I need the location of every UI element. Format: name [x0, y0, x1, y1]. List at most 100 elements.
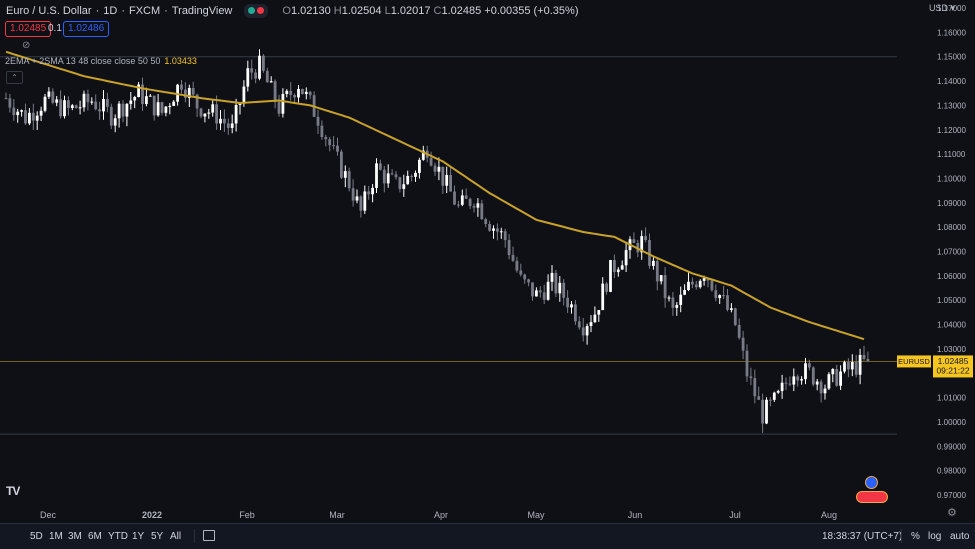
candle-body: [616, 269, 620, 273]
auto-toggle[interactable]: auto: [950, 531, 970, 542]
candle-body: [847, 362, 850, 370]
candle-body: [191, 87, 195, 95]
candle-body: [464, 195, 468, 199]
calendar-icon[interactable]: [203, 530, 215, 541]
candle-body: [289, 90, 293, 96]
interval-label[interactable]: 1D: [103, 5, 118, 17]
candle-body: [242, 86, 246, 104]
candle-body: [117, 103, 121, 119]
market-closed-icon: [257, 7, 265, 14]
candle-body: [437, 166, 441, 172]
range-button-1y[interactable]: 1Y: [132, 531, 145, 542]
candle-body: [258, 55, 261, 79]
candle-body: [710, 280, 714, 291]
candle-body: [332, 145, 335, 147]
candle-body: [421, 150, 425, 160]
price-tick-label: 1.11000: [937, 150, 966, 159]
candle-body: [659, 275, 663, 282]
candle-body: [156, 102, 160, 116]
tradingview-logo-icon[interactable]: TV: [6, 484, 20, 498]
candle-body: [113, 118, 117, 126]
candle-body: [823, 388, 827, 394]
price-tick-label: 1.14000: [937, 77, 966, 86]
market-status[interactable]: [244, 4, 269, 18]
bar-countdown: 09:21:22: [936, 365, 969, 375]
price-axis[interactable]: 1.17000 1.16000 1.15000 1.14000 1.13000 1.120…: [937, 4, 966, 500]
price-label-bg: [933, 355, 973, 378]
clock-display[interactable]: 18:38:37 (UTC+7): [822, 531, 903, 542]
candle-body: [98, 109, 101, 112]
range-button-1m[interactable]: 1M: [49, 531, 63, 542]
candle-body: [538, 290, 542, 293]
candle-body: [47, 91, 51, 97]
candle-body: [429, 157, 433, 166]
candle-body: [238, 103, 242, 106]
candle-body: [316, 116, 320, 126]
candle-body: [652, 260, 655, 266]
economic-events-icon[interactable]: [856, 491, 888, 503]
candle-body: [414, 172, 417, 177]
chevron-down-icon: ▾: [950, 3, 955, 13]
candle-body: [581, 327, 585, 336]
time-axis[interactable]: Dec 2022 Feb Mar Apr May Jun Jul Aug: [40, 510, 837, 520]
candle-body: [277, 101, 281, 114]
currency-selector[interactable]: USD ▾: [928, 3, 955, 13]
range-button-all[interactable]: All: [170, 531, 182, 542]
range-button-3m[interactable]: 3M: [68, 531, 82, 542]
sell-button[interactable]: 1.02485: [5, 21, 52, 37]
candle-body: [152, 95, 156, 116]
candle-body: [293, 95, 296, 98]
candles-group[interactable]: [4, 49, 870, 434]
range-button-6m[interactable]: 6M: [88, 531, 102, 542]
price-tick-label: 1.13000: [937, 101, 966, 110]
price-tick-label: 1.17000: [937, 4, 966, 13]
exchange-label: FXCM: [129, 5, 161, 17]
eye-crossed-icon[interactable]: ⊘: [22, 40, 31, 51]
candle-body: [769, 399, 772, 401]
candle-body: [620, 265, 624, 270]
candle-body: [866, 358, 870, 362]
price-tick-label: 1.12000: [937, 126, 966, 135]
candle-body: [67, 100, 70, 109]
candle-body: [714, 290, 718, 299]
candle-body: [558, 282, 562, 294]
candle-body: [359, 196, 363, 211]
candle-body: [234, 105, 238, 124]
candle-body: [320, 125, 324, 138]
candle-body: [324, 137, 328, 140]
candle-body: [858, 354, 862, 375]
candle-body: [433, 165, 437, 172]
candle-body: [28, 112, 31, 124]
chevron-up-icon[interactable]: ⌃: [6, 71, 23, 84]
candle-body: [102, 99, 105, 112]
candle-body: [507, 240, 511, 256]
buy-button[interactable]: 1.02486: [63, 21, 110, 37]
gear-icon[interactable]: ⚙: [947, 507, 957, 519]
candle-body: [488, 223, 491, 231]
symbol-title[interactable]: Euro / U.S. Dollar: [6, 5, 92, 17]
open-value: 1.02130: [290, 5, 331, 17]
indicator-legend[interactable]: 2EMA + 2SMA 13 48 close close 50 50 1.034…: [5, 56, 197, 66]
event-marker-icon[interactable]: [865, 476, 878, 489]
candle-body: [4, 98, 8, 100]
range-button-5y[interactable]: 5Y: [151, 531, 164, 542]
market-open-icon: [248, 7, 256, 14]
candle-body: [406, 175, 410, 185]
candle-body: [523, 274, 527, 280]
candle-body: [386, 173, 390, 184]
log-toggle[interactable]: log: [928, 531, 942, 542]
candle-body: [363, 191, 367, 211]
range-button-ytd[interactable]: YTD: [108, 531, 128, 542]
percent-toggle[interactable]: %: [911, 531, 920, 542]
price-tick-label: 1.01000: [937, 394, 966, 403]
price-tick-label: 1.08000: [937, 223, 966, 232]
candle-body: [468, 198, 472, 206]
candle-body: [59, 99, 62, 117]
indicator-value: 1.03433: [164, 56, 197, 66]
range-button-5d[interactable]: 5D: [30, 531, 43, 542]
price-tick-label: 1.15000: [937, 53, 966, 62]
candle-body: [850, 361, 854, 370]
candle-body: [74, 105, 78, 109]
candle-body: [535, 290, 538, 297]
